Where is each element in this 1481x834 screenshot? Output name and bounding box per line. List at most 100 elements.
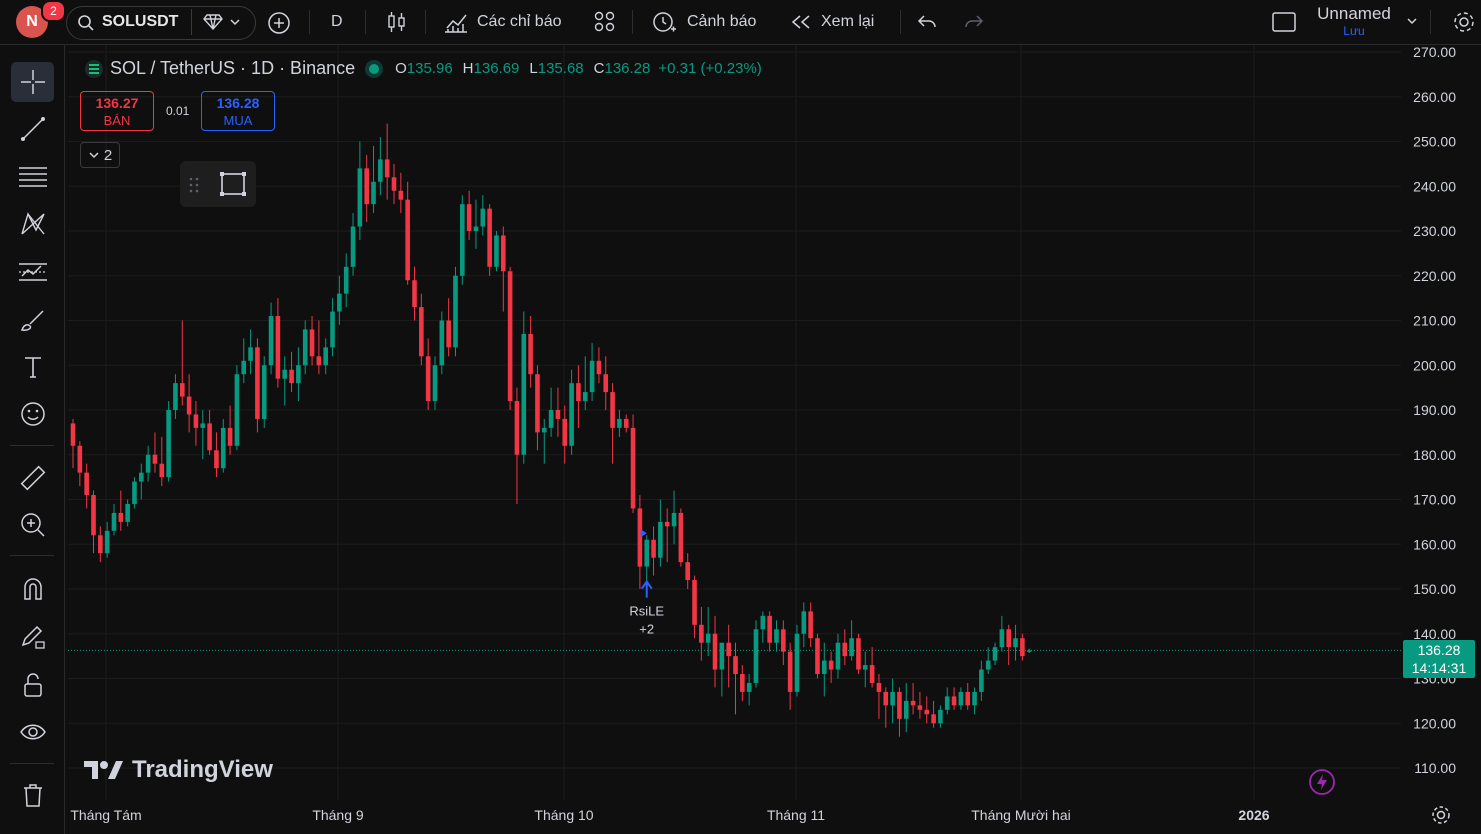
solana-icon (85, 59, 103, 78)
redo-icon[interactable] (963, 12, 985, 32)
templates-icon[interactable] (593, 10, 617, 34)
candle (337, 275, 342, 325)
emoji-tool[interactable] (11, 394, 54, 434)
symbol-name: SOLUSDT (102, 13, 179, 30)
candle (446, 298, 451, 357)
candle (152, 432, 158, 473)
candle (719, 642, 725, 697)
rectangle-select-icon[interactable] (218, 170, 248, 198)
chevron-down-icon[interactable] (1406, 16, 1418, 26)
high-value: 136.69 (473, 60, 520, 77)
horizontal-lines-tool[interactable] (11, 156, 54, 196)
visibility-tool[interactable] (11, 712, 54, 752)
settings-gear-icon[interactable] (1452, 10, 1476, 34)
price-axis-label: 210.00 (1413, 313, 1456, 329)
candle-body (125, 503, 130, 522)
candle (869, 647, 875, 688)
candle (364, 154, 369, 223)
candle (992, 642, 998, 666)
replay-button[interactable]: Xem lại (790, 0, 874, 44)
candle (296, 347, 301, 402)
candle (487, 204, 492, 276)
candle-body (671, 512, 677, 527)
candle (562, 405, 568, 464)
add-symbol-icon[interactable] (266, 10, 292, 36)
candle (781, 620, 786, 666)
collapse-indicators-button[interactable]: 2 (80, 142, 120, 168)
candle (883, 687, 889, 728)
time-axis-label: Tháng 10 (534, 807, 593, 823)
text-tool[interactable] (11, 347, 54, 387)
signal-flag-icon (640, 529, 647, 538)
candle-body (753, 629, 759, 683)
magnet-tool[interactable] (11, 569, 54, 609)
candle (261, 356, 267, 428)
magnet-icon (23, 578, 42, 600)
prediction-tool[interactable] (11, 252, 54, 292)
legend-title[interactable]: SOL / TetherUS · 1D · Binance (110, 58, 356, 78)
candle-body (234, 374, 240, 446)
candle-body (979, 669, 984, 692)
candle-body (917, 705, 923, 710)
candle (200, 410, 206, 460)
drag-handle-icon[interactable] (188, 176, 200, 194)
candle-body (897, 691, 902, 719)
candle (856, 633, 861, 675)
candle-type-icon[interactable] (386, 10, 408, 34)
candle (999, 615, 1005, 652)
axis-settings-gear-icon[interactable] (1430, 804, 1452, 826)
candle-body (992, 647, 998, 661)
ruler-tool[interactable] (11, 458, 54, 498)
candle-body (248, 347, 253, 361)
candle-body (220, 427, 226, 469)
brand-name: TradingView (132, 756, 273, 783)
low-value: 135.68 (537, 60, 584, 77)
candle (521, 311, 527, 464)
candle-body (343, 266, 349, 294)
candle (514, 387, 520, 504)
layout-name-button[interactable]: Unnamed Lưu (1310, 4, 1398, 38)
delete-tool[interactable] (11, 775, 54, 815)
symbol-search[interactable]: SOLUSDT (66, 6, 256, 40)
candle-body (589, 360, 595, 393)
price-chart[interactable]: RsiLE +2 (68, 45, 1401, 800)
crosshair-tool[interactable] (11, 62, 54, 102)
candle-body (145, 454, 151, 473)
unlock-tool[interactable] (11, 665, 54, 705)
candle-body (726, 642, 731, 657)
candle-body (617, 418, 622, 428)
candle-body (535, 374, 540, 433)
lightning-icon[interactable] (1308, 768, 1336, 796)
candle (910, 682, 916, 715)
interval-label: D (331, 13, 343, 30)
indicators-button[interactable]: Các chỉ báo (443, 0, 562, 44)
candle (944, 687, 950, 715)
zoom-tool[interactable] (11, 505, 54, 545)
gem-icon[interactable] (203, 13, 223, 31)
sell-button[interactable]: 136.27 BÁN (80, 91, 154, 131)
candle (589, 342, 595, 402)
candle (289, 351, 294, 393)
undo-icon[interactable] (916, 12, 938, 32)
candle-body (541, 427, 547, 433)
candle-body (630, 427, 636, 509)
candle (685, 553, 690, 589)
interval-button[interactable]: D (331, 0, 347, 44)
layout-icon[interactable] (1271, 11, 1297, 33)
tradingview-logo[interactable]: TradingView (84, 756, 273, 784)
candle-body (664, 521, 670, 527)
candle-body (111, 512, 117, 531)
candle (972, 687, 977, 715)
brush-tool[interactable] (11, 300, 54, 340)
trend-line-tool[interactable] (11, 109, 54, 149)
candle (903, 682, 909, 733)
candle (432, 356, 438, 410)
sell-price: 136.27 (95, 95, 139, 111)
pattern-tool[interactable] (11, 204, 54, 244)
price-axis[interactable]: 270.00 260.00 250.00 240.00 230.00 220.00 210.… (1401, 45, 1481, 800)
time-axis[interactable]: Tháng Tám Tháng 9 Tháng 10 Tháng 11 Tháng Mư… (68, 800, 1401, 834)
alerts-button[interactable]: Cảnh báo (651, 0, 756, 44)
candle (541, 418, 547, 464)
buy-button[interactable]: 136.28 MUA (201, 91, 275, 131)
lock-drawings-tool[interactable] (11, 617, 54, 657)
